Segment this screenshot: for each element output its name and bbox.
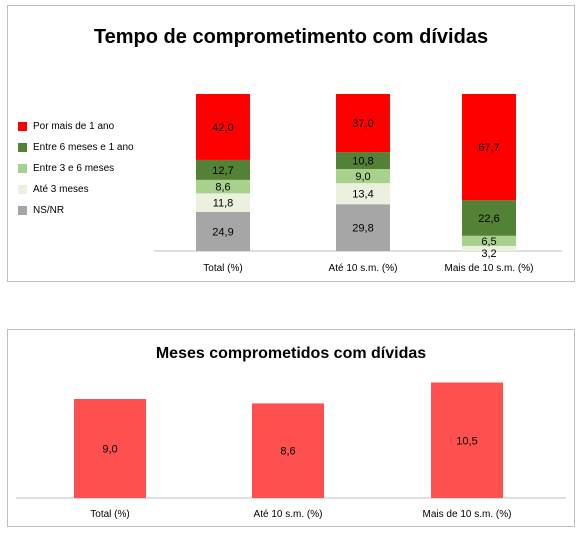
bar-segment-ns-nr [196, 211, 250, 251]
data-label: 24,9 [212, 226, 233, 238]
x-tick-label: Mais de 10 s.m. (%) [423, 509, 512, 520]
bar-segment-entre-3-e-6-meses [336, 169, 390, 184]
bar [252, 403, 324, 498]
data-label: 10,8 [352, 156, 373, 168]
bar-segment-entre-3-e-6-meses [462, 235, 516, 246]
chart-title: Tempo de comprometimento com dívidas [93, 26, 489, 48]
chart-title: Meses comprometidos com dívidas [155, 345, 427, 362]
data-label: 11,8 [213, 198, 234, 210]
bar-segment-ns-nr [336, 204, 390, 251]
bar [431, 382, 503, 498]
legend-swatch [18, 143, 27, 152]
bar-segment-entre-6-meses-e-1-ano [336, 152, 390, 170]
bar-segment-por-mais-de-1-ano [336, 94, 390, 153]
bar-segment-ate-3-meses [462, 245, 516, 251]
data-label: 13,4 [352, 189, 373, 201]
legend-item-ns-nr: NS/NR [18, 200, 134, 221]
x-tick-label: Total (%) [90, 509, 129, 520]
data-label: 6,5 [481, 236, 496, 248]
bar-segment-por-mais-de-1-ano [196, 94, 250, 160]
x-tick-label: Até 10 s.m. (%) [329, 263, 398, 274]
bar-segment-entre-6-meses-e-1-ano [462, 200, 516, 236]
legend-swatch [18, 185, 27, 194]
chart-panel-tempo: Tempo de comprometimento com dívidas Por… [7, 5, 575, 282]
x-tick-label: Mais de 10 s.m. (%) [445, 263, 534, 274]
bar-segment-ate-3-meses [336, 183, 390, 205]
legend-label: Entre 6 meses e 1 ano [33, 142, 134, 153]
legend-swatch [18, 206, 27, 215]
legend-label: Por mais de 1 ano [33, 121, 115, 132]
legend-label: Até 3 meses [33, 184, 89, 195]
x-tick-label: Até 10 s.m. (%) [254, 509, 323, 520]
data-label: 8,6 [280, 446, 295, 458]
x-tick-label: Total (%) [203, 263, 242, 274]
bar-segment-ate-3-meses [196, 193, 250, 212]
chart-legend: Por mais de 1 ano Entre 6 meses e 1 ano En… [18, 116, 134, 221]
data-label: 3,2 [481, 248, 496, 260]
legend-swatch [18, 164, 27, 173]
bar-chart: 9,0 Total (%) 8,6 Até 10 s.m. (%) 10,5 Mais d… [16, 382, 566, 520]
legend-item-entre-3-e-6-meses: Entre 3 e 6 meses [18, 158, 134, 179]
data-label: 12,7 [212, 165, 233, 177]
legend-item-entre-6-meses-e-1-ano: Entre 6 meses e 1 ano [18, 137, 134, 158]
data-label: 29,8 [352, 223, 373, 235]
data-label: 9,0 [102, 444, 117, 456]
bar-segment-entre-6-meses-e-1-ano [196, 159, 250, 180]
data-label: 10,5 [456, 435, 477, 447]
stacked-bar-chart: 24,9 11,8 8,6 12,7 42,0 Total (%) 29,8 13,4 9,0 1… [154, 94, 562, 274]
legend-item-por-mais-de-1-ano: Por mais de 1 ano [18, 116, 134, 137]
bar-segment-entre-3-e-6-meses [196, 179, 250, 194]
chart-panel-meses: Meses comprometidos com dívidas 9,0 Total… [7, 329, 575, 527]
bar [74, 399, 146, 498]
legend-label: Entre 3 e 6 meses [33, 163, 115, 174]
data-label: 22,6 [478, 213, 499, 225]
legend-swatch [18, 122, 27, 131]
data-label: 8,6 [215, 182, 230, 194]
bar-segment-por-mais-de-1-ano [462, 94, 516, 201]
data-label: 37,0 [352, 118, 373, 130]
data-label: 42,0 [212, 122, 233, 134]
legend-item-ate-3-meses: Até 3 meses [18, 179, 134, 200]
legend-label: NS/NR [33, 205, 65, 216]
data-label: 9,0 [355, 171, 370, 183]
data-label: 67,7 [478, 142, 499, 154]
